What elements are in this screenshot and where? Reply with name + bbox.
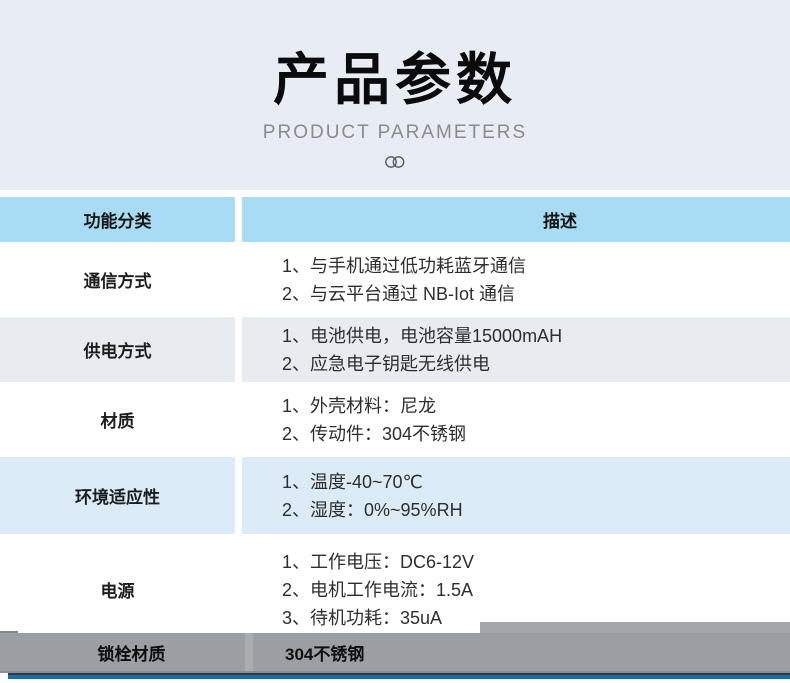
bolt-material-bar: 锁栓材质 304不锈钢 — [0, 633, 790, 673]
row-description-cell: 1、外壳材料：尼龙 2、传动件：304不锈钢 — [242, 382, 790, 457]
description-line: 3、待机功耗：35uA — [282, 607, 443, 628]
table-row-material: 材质 1、外壳材料：尼龙 2、传动件：304不锈钢 — [0, 382, 790, 457]
description-line: 2、湿度：0%~95%RH — [282, 499, 463, 520]
table-row-power-supply: 供电方式 1、电池供电，电池容量15000mAH 2、应急电子钥匙无线供电 — [0, 317, 790, 382]
row-description-cell: 1、工作电压：DC6-12V 2、电机工作电流：1.5A 3、待机功耗：35uA — [242, 534, 790, 631]
page-subtitle: PRODUCT PARAMETERS — [262, 122, 528, 144]
page-title: 产品参数 — [273, 48, 517, 111]
row-description-cell: 1、与手机通过低功耗蓝牙通信 2、与云平台通过 NB-Iot 通信 — [242, 242, 790, 317]
description-line: 1、工作电压：DC6-12V — [282, 551, 475, 572]
description-line: 2、电机工作电流：1.5A — [282, 579, 474, 600]
progress-line — [8, 673, 790, 679]
row-description-cell: 1、电池供电，电池容量15000mAH 2、应急电子钥匙无线供电 — [242, 317, 790, 382]
table-row-power: 电源 1、工作电压：DC6-12V 2、电机工作电流：1.5A 3、待机功耗：3… — [0, 534, 790, 631]
description-line: 2、应急电子钥匙无线供电 — [282, 353, 491, 374]
hero-section: 产品参数 PRODUCT PARAMETERS — [0, 0, 790, 190]
parameters-table: 功能分类 描述 通信方式 1、与手机通过低功耗蓝牙通信 2、与云平台通过 NB-… — [0, 197, 790, 631]
description-line: 1、温度-40~70℃ — [282, 471, 423, 492]
column-header-category: 功能分类 — [0, 197, 235, 242]
row-category-label: 电源 — [100, 582, 135, 601]
bolt-material-label: 锁栓材质 — [97, 644, 166, 664]
table-row-communication: 通信方式 1、与手机通过低功耗蓝牙通信 2、与云平台通过 NB-Iot 通信 — [0, 242, 790, 317]
row-category-label: 供电方式 — [0, 317, 235, 382]
description-line: 2、传动件：304不锈钢 — [282, 423, 467, 444]
description-line: 1、与手机通过低功耗蓝牙通信 — [282, 255, 527, 276]
description-line: 1、电池供电，电池容量15000mAH — [282, 325, 563, 346]
row-category-label: 环境适应性 — [0, 457, 235, 534]
row-description-cell: 1、温度-40~70℃ 2、湿度：0%~95%RH — [242, 457, 790, 534]
row-category-label: 通信方式 — [83, 272, 152, 291]
column-header-description: 描述 — [242, 197, 790, 242]
interlocked-rings-icon — [0, 155, 790, 169]
description-line: 1、外壳材料：尼龙 — [282, 395, 437, 416]
row-category-label: 材质 — [100, 412, 135, 431]
bolt-material-divider — [245, 633, 253, 671]
overlay-band-right — [480, 622, 790, 634]
description-line: 2、与云平台通过 NB-Iot 通信 — [282, 283, 516, 304]
table-row-environment: 环境适应性 1、温度-40~70℃ 2、湿度：0%~95%RH — [0, 457, 790, 534]
bolt-material-value: 304不锈钢 — [285, 644, 365, 664]
table-header-row: 功能分类 描述 — [0, 197, 790, 242]
